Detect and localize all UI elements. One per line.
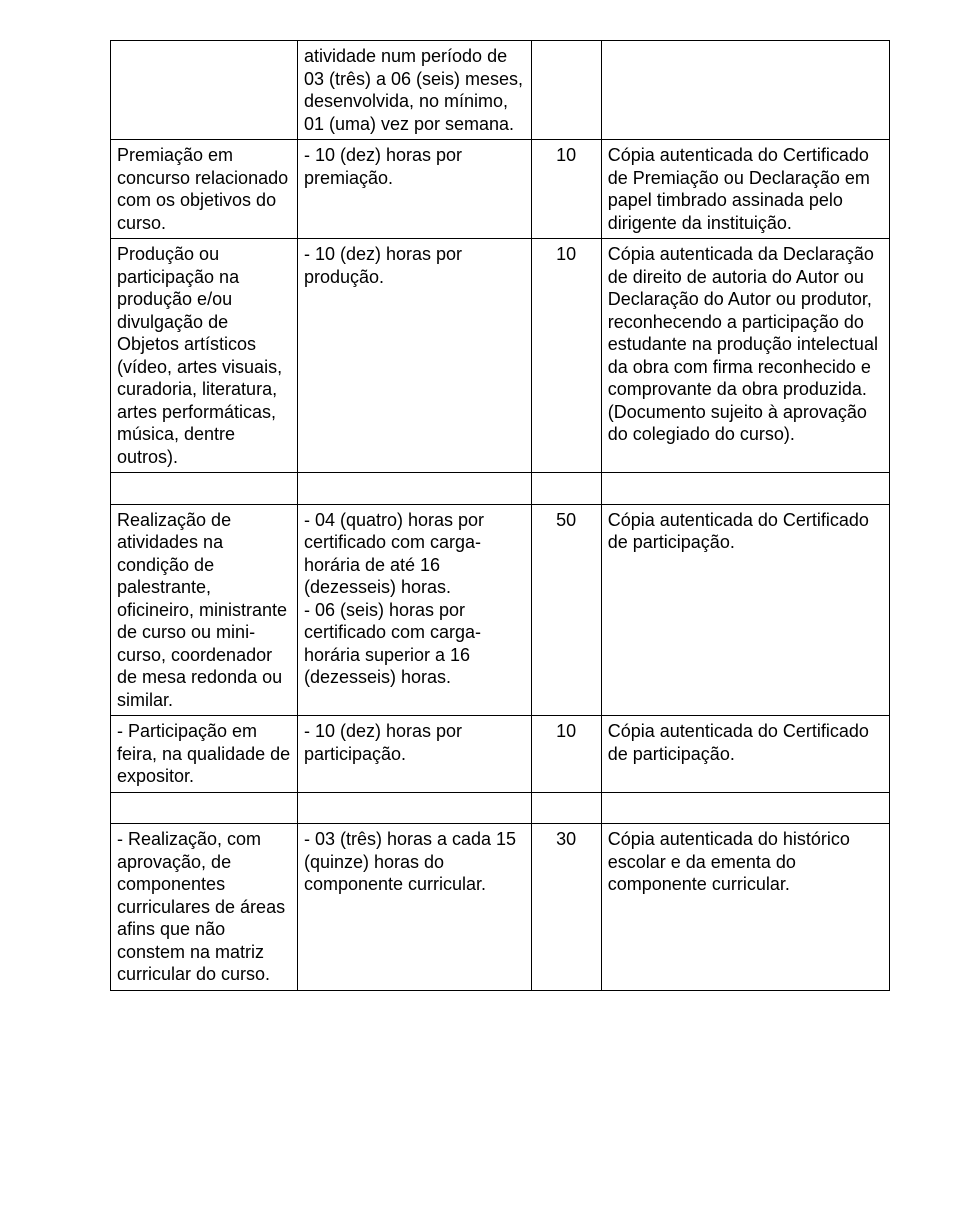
cell-criteria: - 10 (dez) horas por premiação.: [297, 140, 531, 239]
spacer-cell: [297, 792, 531, 824]
cell-activity: - Participação em feira, na qualidade de…: [111, 716, 298, 793]
cell-docs: Cópia autenticada do Certificado de Prem…: [601, 140, 889, 239]
cell-hours: 10: [531, 239, 601, 473]
cell-criteria: - 04 (quatro) horas por certificado com …: [297, 504, 531, 716]
cell-docs: Cópia autenticada do Certificado de part…: [601, 504, 889, 716]
cell-criteria: - 03 (três) horas a cada 15 (quinze) hor…: [297, 824, 531, 991]
cell-activity: Premiação em concurso relacionado com os…: [111, 140, 298, 239]
table-row: Realização de atividades na condição de …: [111, 504, 890, 716]
cell-criteria: atividade num período de 03 (três) a 06 …: [297, 41, 531, 140]
cell-hours: 30: [531, 824, 601, 991]
table-row: - Realização, com aprovação, de componen…: [111, 824, 890, 991]
table-row: Premiação em concurso relacionado com os…: [111, 140, 890, 239]
spacer-cell: [111, 792, 298, 824]
cell-activity: [111, 41, 298, 140]
cell-activity: Realização de atividades na condição de …: [111, 504, 298, 716]
table-row: - Participação em feira, na qualidade de…: [111, 716, 890, 793]
spacer-cell: [531, 473, 601, 505]
document-page: atividade num período de 03 (três) a 06 …: [0, 0, 960, 1031]
cell-docs: Cópia autenticada da Declaração de direi…: [601, 239, 889, 473]
cell-docs: [601, 41, 889, 140]
spacer-cell: [601, 792, 889, 824]
requirements-table: atividade num período de 03 (três) a 06 …: [110, 40, 890, 991]
table-row: atividade num período de 03 (três) a 06 …: [111, 41, 890, 140]
spacer-cell: [111, 473, 298, 505]
cell-docs: Cópia autenticada do histórico escolar e…: [601, 824, 889, 991]
cell-activity: Produção ou participação na produção e/o…: [111, 239, 298, 473]
cell-hours: 50: [531, 504, 601, 716]
table-row: Produção ou participação na produção e/o…: [111, 239, 890, 473]
cell-hours: 10: [531, 716, 601, 793]
spacer-row: [111, 473, 890, 505]
spacer-cell: [601, 473, 889, 505]
cell-criteria: - 10 (dez) horas por participação.: [297, 716, 531, 793]
cell-activity: - Realização, com aprovação, de componen…: [111, 824, 298, 991]
cell-hours: 10: [531, 140, 601, 239]
spacer-cell: [297, 473, 531, 505]
cell-docs: Cópia autenticada do Certificado de part…: [601, 716, 889, 793]
spacer-row: [111, 792, 890, 824]
spacer-cell: [531, 792, 601, 824]
cell-hours: [531, 41, 601, 140]
cell-criteria: - 10 (dez) horas por produção.: [297, 239, 531, 473]
